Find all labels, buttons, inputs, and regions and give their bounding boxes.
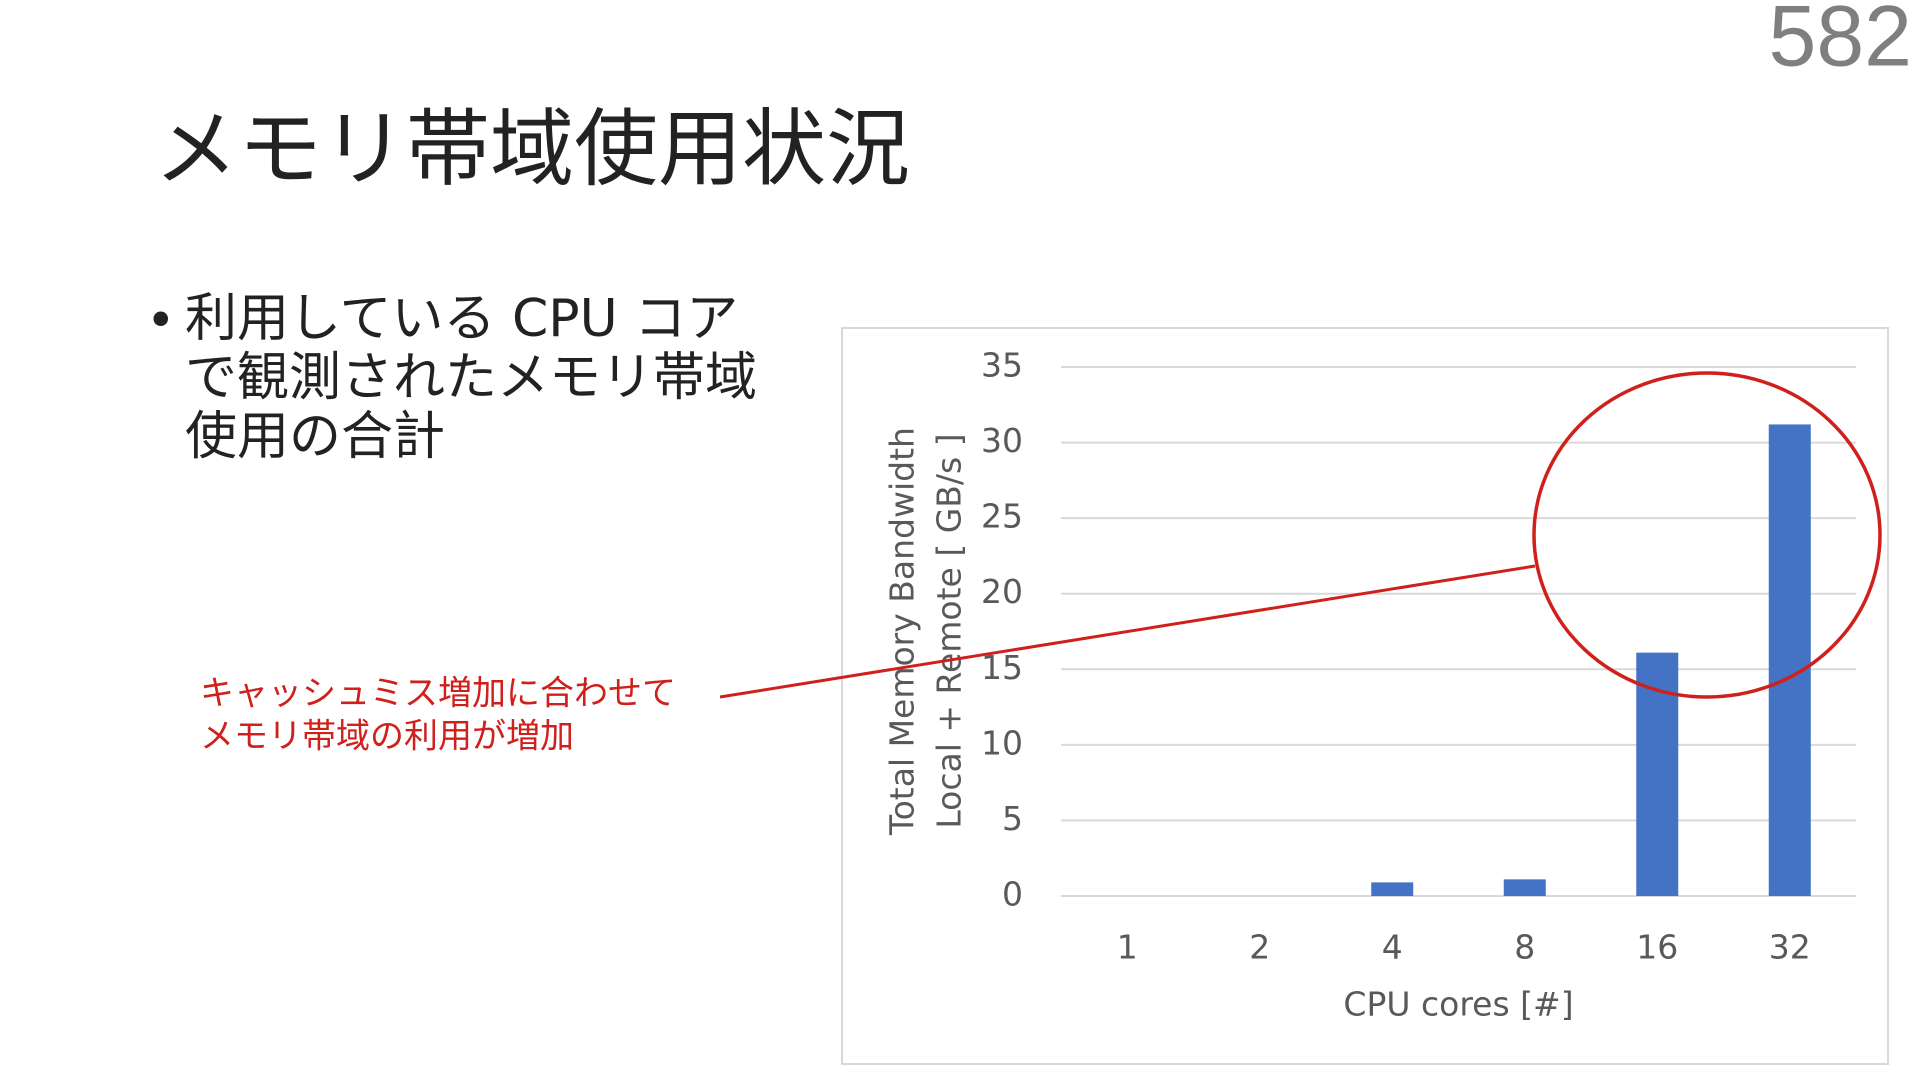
- bar: [1768, 424, 1811, 896]
- bullet-dot: •: [146, 292, 176, 350]
- bar: [1371, 882, 1414, 896]
- y-tick-label: 25: [981, 497, 1023, 536]
- x-axis-title: CPU cores [#]: [1343, 985, 1573, 1024]
- y-tick-label: 0: [1002, 875, 1023, 914]
- annotation-arrow: [719, 564, 1536, 699]
- annotation-text: キャッシュミス増加に合わせて: [200, 674, 676, 714]
- bullet-text: で観測されたメモリ帯域: [185, 348, 757, 408]
- annotation-text: メモリ帯域の利用が増加: [200, 717, 574, 757]
- y-axis-title: Local + Remote [ GB/s ]: [930, 433, 969, 828]
- y-tick-label: 20: [981, 572, 1023, 611]
- bar: [1503, 879, 1546, 896]
- y-tick-label: 5: [1002, 799, 1023, 838]
- x-tick-label: 32: [1769, 928, 1811, 967]
- x-tick-label: 16: [1636, 928, 1678, 967]
- y-tick-label: 10: [981, 723, 1023, 762]
- y-tick-label: 30: [981, 421, 1023, 460]
- x-tick-label: 8: [1514, 928, 1535, 967]
- x-tick-label: 1: [1117, 928, 1138, 967]
- x-tick-label: 2: [1249, 928, 1270, 967]
- y-tick-label: 35: [981, 346, 1023, 385]
- chart-frame: [841, 327, 1889, 1065]
- bullet-text: 使用の合計: [185, 407, 445, 467]
- highlight-ellipse: [1532, 371, 1882, 699]
- x-tick-label: 4: [1382, 928, 1403, 967]
- page-number: 582: [1769, 0, 1913, 85]
- slide-title: メモリ帯域使用状況: [154, 100, 910, 198]
- bullet-text: 利用している CPU コア: [185, 289, 738, 349]
- y-axis-title: Total Memory Bandwidth: [883, 427, 922, 836]
